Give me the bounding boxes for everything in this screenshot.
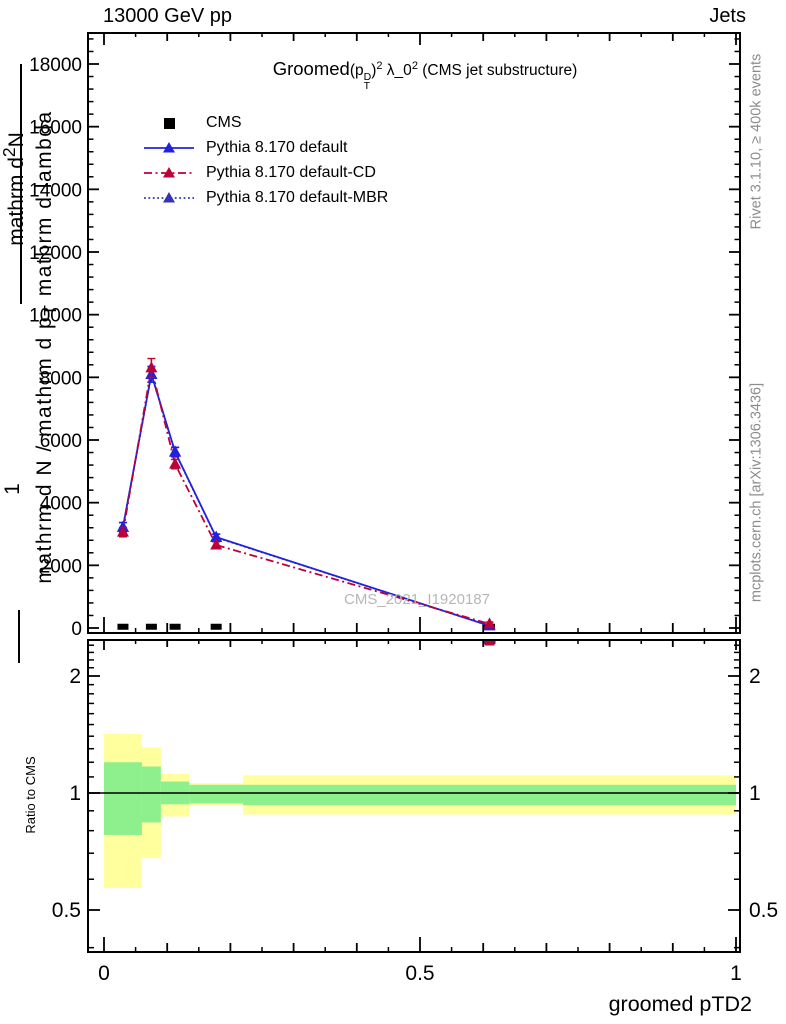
y-axis-label-denominator: mathrm d N / mathrm d pT mathrm d lambda bbox=[33, 110, 61, 584]
legend-label: CMS bbox=[206, 113, 242, 131]
fraction-bar bbox=[20, 64, 22, 304]
analysis-group-label: Jets bbox=[709, 5, 746, 27]
svg-text:0: 0 bbox=[98, 962, 110, 985]
rivet-version-note: Rivet 3.1.10, ≥ 400k events bbox=[748, 53, 765, 230]
svg-text:4000: 4000 bbox=[40, 494, 82, 515]
mcplots-reference-note: mcplots.cern.ch [arXiv:1306.3436] bbox=[748, 382, 765, 603]
svg-text:1: 1 bbox=[69, 782, 81, 805]
analysis-id-watermark: CMS_2021_I1920187 bbox=[344, 591, 490, 608]
svg-text:10000: 10000 bbox=[29, 306, 82, 327]
legend-label: Pythia 8.170 default bbox=[206, 138, 348, 156]
svg-text:0: 0 bbox=[71, 619, 82, 640]
svg-text:2: 2 bbox=[69, 665, 81, 688]
legend-marker bbox=[144, 141, 194, 152]
legend-item-pythia-8-170-default-mbr: Pythia 8.170 default-MBR bbox=[142, 185, 388, 210]
svg-text:1: 1 bbox=[730, 962, 742, 985]
ratio-axis-label: Ratio to CMS bbox=[23, 756, 38, 834]
svg-text:6000: 6000 bbox=[40, 431, 82, 452]
y-axis-label-one: 1 bbox=[1, 483, 24, 495]
legend-item-cms: CMS bbox=[142, 110, 388, 135]
legend-marker bbox=[164, 117, 175, 129]
svg-text:18000: 18000 bbox=[29, 55, 82, 76]
svg-text:1: 1 bbox=[749, 782, 761, 805]
svg-text:8000: 8000 bbox=[40, 368, 82, 389]
legend-item-pythia-8-170-default: Pythia 8.170 default bbox=[142, 135, 388, 160]
legend: CMS Pythia 8.170 default Pythia 8.170 defa… bbox=[142, 110, 388, 210]
plot-title: Groomed(p D T)2 λ_02 (CMS jet substructure… bbox=[272, 58, 578, 92]
beam-energy-label: 13000 GeV pp bbox=[103, 5, 232, 27]
fraction-bar bbox=[18, 610, 20, 663]
legend-marker bbox=[144, 166, 194, 177]
svg-text:2000: 2000 bbox=[40, 556, 82, 577]
svg-text:2: 2 bbox=[749, 665, 761, 688]
svg-text:12000: 12000 bbox=[29, 243, 82, 264]
svg-text:0.5: 0.5 bbox=[749, 899, 778, 922]
y-axis-label-numerator: mathrm d2N bbox=[0, 132, 28, 246]
svg-text:0.5: 0.5 bbox=[52, 899, 81, 922]
legend-marker bbox=[144, 191, 194, 202]
legend-item-pythia-8-170-default-cd: Pythia 8.170 default-CD bbox=[142, 160, 388, 185]
svg-text:groomed pTD2: groomed pTD2 bbox=[609, 992, 752, 1016]
svg-text:14000: 14000 bbox=[29, 180, 82, 201]
legend-label: Pythia 8.170 default-MBR bbox=[206, 188, 389, 206]
svg-text:0.5: 0.5 bbox=[405, 962, 434, 985]
svg-text:16000: 16000 bbox=[29, 118, 82, 139]
legend-label: Pythia 8.170 default-CD bbox=[206, 163, 376, 181]
